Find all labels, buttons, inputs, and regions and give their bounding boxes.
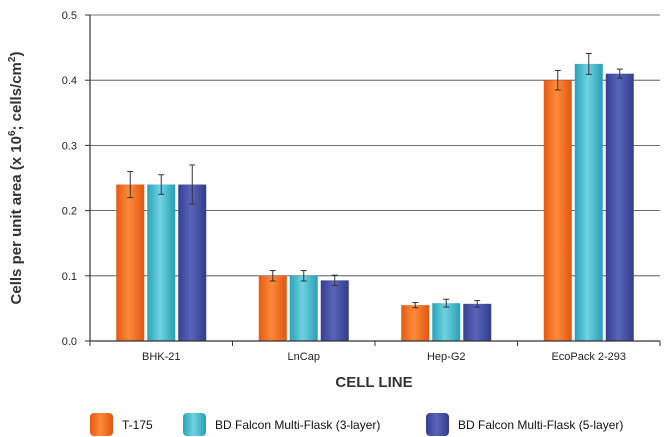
bar: [178, 184, 207, 341]
error-bars-group: [127, 52, 623, 309]
y-tick-label: 0.3: [62, 140, 77, 152]
bar: [289, 275, 318, 341]
y-tick-label: 0.0: [62, 336, 77, 348]
legend: T-175 BD Falcon Multi-Flask (3-layer) BD F…: [90, 413, 623, 436]
bar: [463, 303, 492, 341]
bar: [432, 303, 461, 341]
bar: [147, 184, 176, 341]
bars-group: [116, 63, 634, 342]
legend-swatch: [90, 413, 113, 436]
bar: [543, 80, 572, 341]
y-axis-title: Cells per unit area (x 106; cells/cm2): [7, 52, 25, 305]
x-axis-title: CELL LINE: [335, 374, 412, 391]
x-tick-label: Hep-G2: [427, 351, 466, 363]
bar: [320, 280, 349, 341]
x-tick-label: BHK-21: [142, 351, 181, 363]
y-tick-label: 0.1: [62, 271, 77, 283]
bar: [116, 184, 145, 341]
y-tick-label: 0.5: [62, 10, 77, 22]
x-tick-labels: BHK-21 LnCap Hep-G2 EcoPack 2-293: [142, 351, 626, 363]
y-tick-label: 0.4: [62, 75, 77, 87]
legend-swatch: [426, 413, 449, 436]
axes: [85, 14, 661, 346]
y-tick-labels: 0.0 0.1 0.2 0.3 0.4 0.5: [62, 10, 77, 348]
gridlines: [90, 14, 660, 277]
legend-label: BD Falcon Multi-Flask (3-layer): [215, 418, 380, 432]
legend-label: BD Falcon Multi-Flask (5-layer): [458, 418, 623, 432]
y-tick-label: 0.2: [62, 206, 77, 218]
bar: [605, 73, 634, 342]
x-tick-label: EcoPack 2-293: [551, 351, 626, 363]
legend-label: T-175: [122, 418, 153, 432]
x-tick-label: LnCap: [288, 351, 320, 363]
bar: [574, 63, 603, 342]
legend-swatch: [183, 413, 206, 436]
bar: [401, 305, 430, 341]
bar: [258, 275, 287, 341]
